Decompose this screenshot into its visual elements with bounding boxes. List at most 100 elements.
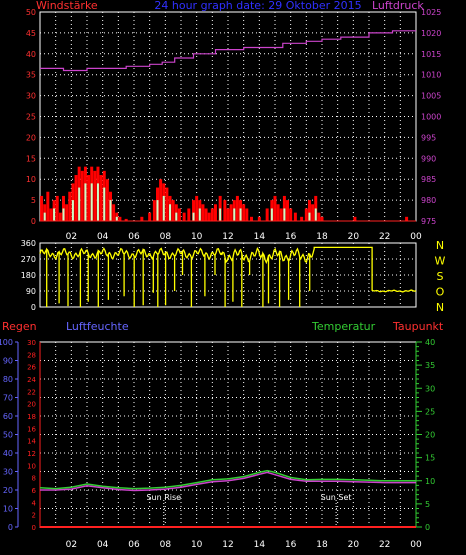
rain-y-tick-label: 2 xyxy=(32,512,36,520)
sun-rise-label: Sun Rise xyxy=(146,493,181,502)
compass-label: N xyxy=(436,239,444,252)
pressure-y-tick-label: 975 xyxy=(421,217,436,226)
wind-y-tick-label: 10 xyxy=(26,175,36,184)
temperature-humidity-panel: 0102030405060708090100024681012141618202… xyxy=(0,338,435,550)
temp-x-tick-label: 16 xyxy=(285,540,297,550)
temp-x-tick-label: 20 xyxy=(348,540,360,550)
wind-y-tick-label: 30 xyxy=(26,92,36,101)
temp-x-tick-label: 10 xyxy=(191,540,203,550)
wind-x-tick-label: 20 xyxy=(348,232,360,242)
humidity-y-tick-label: 90 xyxy=(3,357,13,366)
wind-y-tick-label: 20 xyxy=(26,133,36,142)
wind-x-tick-label: 12 xyxy=(222,232,233,242)
temperature-y-tick-label: 5 xyxy=(425,500,430,509)
wind-y-tick-label: 50 xyxy=(26,8,36,17)
rain-y-tick-label: 22 xyxy=(27,388,36,396)
wind-x-tick-label: 06 xyxy=(128,232,140,242)
temp-x-tick-label: 06 xyxy=(128,540,140,550)
wind-x-tick-label: 22 xyxy=(379,232,390,242)
temperature-y-tick-label: 30 xyxy=(425,384,435,393)
temp-x-tick-label: 22 xyxy=(379,540,390,550)
compass-label: N xyxy=(436,301,444,314)
temp-x-tick-label: 00 xyxy=(410,540,422,550)
rain-y-tick-label: 10 xyxy=(27,462,36,470)
wind-pressure-panel: 0510152025303540455097598098599099510001… xyxy=(26,8,442,242)
pressure-line xyxy=(40,30,416,72)
humidity-y-tick-label: 80 xyxy=(3,375,13,384)
wind-y-tick-label: 5 xyxy=(31,196,36,205)
humidity-label: Luftfeuchte xyxy=(66,320,129,333)
humidity-y-tick-label: 60 xyxy=(3,412,13,421)
direction-chart-frame xyxy=(39,242,417,308)
temperature-y-tick-label: 40 xyxy=(425,338,435,347)
direction-y-tick-label: 180 xyxy=(21,271,36,280)
pressure-y-tick-label: 1025 xyxy=(421,8,441,17)
wind-label: Windstärke xyxy=(36,0,98,12)
rain-y-tick-label: 4 xyxy=(32,499,37,507)
pressure-y-tick-label: 1010 xyxy=(421,71,441,80)
pressure-y-tick-label: 1015 xyxy=(421,50,441,59)
compass-label: W xyxy=(435,255,446,268)
direction-y-tick-label: 0 xyxy=(31,303,36,312)
temp-x-tick-label: 02 xyxy=(66,540,77,550)
humidity-y-tick-label: 10 xyxy=(3,505,13,514)
humidity-y-tick-label: 70 xyxy=(3,394,13,403)
rain-y-tick-label: 0 xyxy=(32,524,36,532)
humidity-y-tick-label: 100 xyxy=(0,338,13,347)
wind-y-tick-label: 40 xyxy=(26,50,36,59)
rain-y-tick-label: 20 xyxy=(27,401,36,409)
wind-x-tick-label: 08 xyxy=(160,232,172,242)
rain-y-tick-label: 6 xyxy=(32,487,37,495)
compass-label: O xyxy=(436,286,445,299)
temperature-y-tick-label: 35 xyxy=(425,361,435,370)
rain-y-tick-label: 12 xyxy=(27,450,36,458)
compass-label: S xyxy=(437,270,444,283)
wind-x-tick-label: 16 xyxy=(285,232,297,242)
direction-y-tick-label: 270 xyxy=(21,255,36,264)
wind-x-tick-label: 18 xyxy=(316,232,328,242)
rain-y-tick-label: 28 xyxy=(27,351,36,359)
temp-x-tick-label: 18 xyxy=(316,540,328,550)
wind-y-tick-label: 15 xyxy=(26,154,36,163)
humidity-y-tick-label: 0 xyxy=(8,523,13,532)
pressure-y-tick-label: 1005 xyxy=(421,92,441,101)
wind-direction-line xyxy=(39,246,417,307)
wind-x-tick-label: 10 xyxy=(191,232,203,242)
dewpoint-line xyxy=(40,471,416,492)
pressure-y-tick-label: 1020 xyxy=(421,29,441,38)
pressure-label: Luftdruck xyxy=(372,0,424,12)
rain-y-tick-label: 26 xyxy=(27,364,36,372)
temp-x-tick-label: 08 xyxy=(160,540,172,550)
graph-date-label: 24 hour graph date: 29 Oktober 2015 xyxy=(154,0,361,12)
rain-y-tick-label: 30 xyxy=(27,339,36,347)
pressure-y-tick-label: 995 xyxy=(421,133,436,142)
temp-x-tick-label: 12 xyxy=(222,540,233,550)
humidity-y-tick-label: 30 xyxy=(3,468,13,477)
temperature-y-tick-label: 10 xyxy=(425,477,435,486)
rain-y-tick-label: 14 xyxy=(27,438,36,446)
temperature-y-tick-label: 15 xyxy=(425,454,435,463)
humidity-y-tick-label: 50 xyxy=(3,431,13,440)
pressure-y-tick-label: 980 xyxy=(421,196,436,205)
temperature-y-tick-label: 25 xyxy=(425,407,435,416)
humidity-y-tick-label: 40 xyxy=(3,449,13,458)
sun-set-label: Sun Set xyxy=(321,493,352,502)
wind-y-tick-label: 0 xyxy=(31,217,36,226)
temperature-line xyxy=(39,469,416,490)
humidity-y-tick-label: 20 xyxy=(3,486,13,495)
pressure-y-tick-label: 1000 xyxy=(421,113,441,122)
wind-x-tick-label: 00 xyxy=(410,232,422,242)
temp-x-tick-label: 04 xyxy=(97,540,109,550)
rain-label: Regen xyxy=(2,320,37,333)
wind-x-tick-label: 04 xyxy=(97,232,109,242)
temperature-label: Temperatur xyxy=(311,320,376,333)
rain-y-tick-label: 24 xyxy=(27,376,36,384)
direction-y-tick-label: 360 xyxy=(21,239,36,248)
temp-x-tick-label: 14 xyxy=(254,540,266,550)
rain-y-tick-label: 18 xyxy=(27,413,36,421)
pressure-y-tick-label: 985 xyxy=(421,175,436,184)
wind-x-tick-label: 02 xyxy=(66,232,77,242)
wind-y-tick-label: 35 xyxy=(26,71,36,80)
